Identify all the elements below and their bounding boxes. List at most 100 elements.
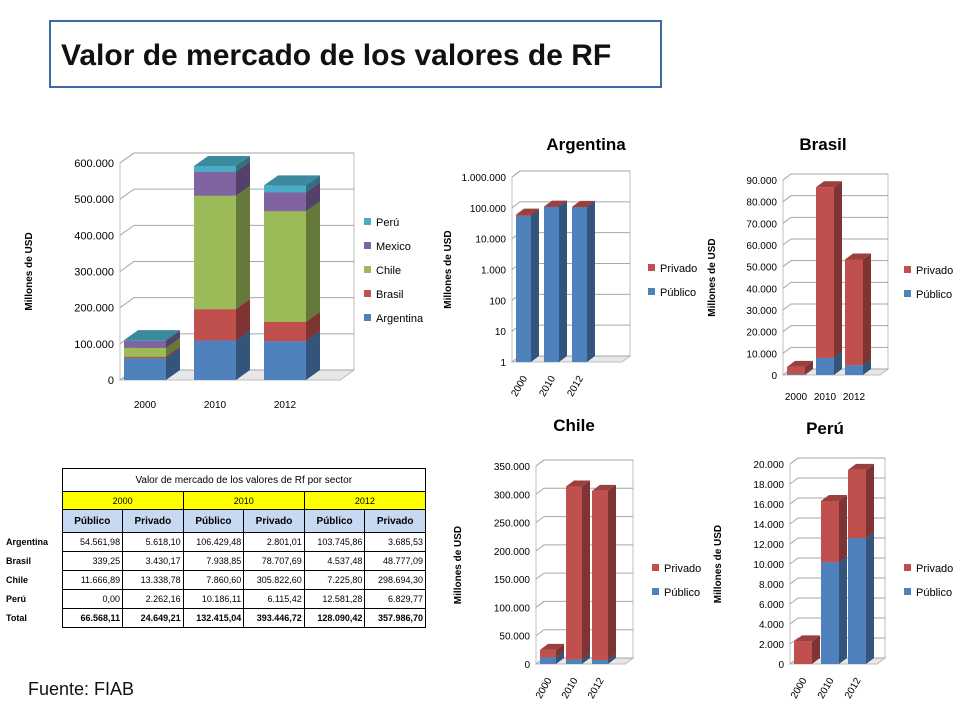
bar-top [540, 643, 564, 650]
table-subheader: Público [61, 509, 124, 533]
y-axis-label: Millones de USD [443, 230, 454, 308]
bar-side [556, 651, 564, 664]
legend-swatch [904, 588, 911, 595]
table-cell: 103.745,86 [303, 532, 366, 552]
table-subheader: Privado [243, 509, 305, 533]
bar-side [166, 346, 180, 359]
legend-swatch [648, 288, 655, 295]
legend-label: Privado [660, 263, 697, 275]
legend-label: Privado [664, 563, 701, 575]
bar-side [863, 359, 871, 375]
legend-swatch [364, 266, 371, 273]
gridline [511, 170, 630, 178]
table-cell: 10.186,11 [182, 589, 245, 609]
bar-side [866, 463, 874, 539]
legend-label: Público [660, 287, 696, 299]
table-subheader: Privado [364, 509, 426, 533]
y-tick-label: 30.000 [746, 306, 777, 317]
bar-side [166, 330, 180, 348]
table-row-total: Total 66.568,11 24.649,21 132.415,04 393… [4, 608, 426, 628]
y-tick-label: 70.000 [746, 219, 777, 230]
x-tick-label: 2010 [814, 392, 837, 403]
y-tick-label: 200.000 [74, 303, 114, 315]
bar-segment [540, 657, 556, 664]
table-cell: 5.618,10 [122, 532, 184, 552]
y-tick-label: 100.000 [470, 204, 507, 215]
y-tick-label: 50.000 [499, 632, 530, 643]
table-caption: Valor de mercado de los valores de Rf po… [61, 468, 426, 492]
bar-side [236, 299, 250, 341]
y-tick-label: 2.000 [759, 640, 784, 651]
bar-side [166, 330, 180, 341]
bar-segment [124, 340, 166, 341]
x-tick-label: 2012 [586, 676, 607, 701]
bar-side [236, 155, 250, 172]
table-cell: 106.429,48 [182, 532, 245, 552]
bar-segment [194, 171, 236, 196]
bar-side [805, 360, 813, 375]
bar-side [582, 653, 590, 664]
y-tick-label: 1 [500, 358, 506, 369]
bar-segment [845, 365, 863, 375]
table-year-header: 2010 [182, 491, 305, 510]
bar-side [306, 331, 320, 380]
bar-top [194, 155, 250, 166]
table-cell: 54.561,98 [61, 532, 124, 552]
legend-swatch [904, 290, 911, 297]
bar-segment [848, 538, 866, 664]
x-tick-label: 2000 [534, 676, 555, 701]
chart-title: Chile [553, 416, 595, 435]
y-tick-label: 150.000 [494, 575, 531, 586]
legend-label: Privado [916, 563, 953, 575]
bar-side [839, 556, 847, 664]
table-subheader: Público [182, 509, 245, 533]
chart-title: Brasil [799, 135, 846, 154]
x-tick-label: 2010 [560, 676, 581, 701]
slide-title-box: Valor de mercado de los valores de RF [49, 20, 662, 88]
bar-side [559, 200, 567, 362]
table-cell: 78.707,69 [243, 551, 305, 571]
bar-side [559, 200, 567, 207]
table-cell: 339,25 [61, 551, 124, 571]
bar-top [821, 494, 847, 501]
bar-top [124, 330, 180, 341]
y-tick-label: 10 [495, 327, 507, 338]
table-cell: 298.694,30 [364, 570, 426, 590]
bar-top [794, 635, 820, 642]
table-cell: 4.537,48 [303, 551, 366, 571]
bar-segment [821, 562, 839, 664]
table-cell: 3.430,17 [122, 551, 184, 571]
x-tick-label: 2000 [785, 392, 808, 403]
bar-segment [264, 341, 306, 380]
table-cell: 7.225,80 [303, 570, 366, 590]
bar-top [572, 200, 595, 207]
bar-side [582, 480, 590, 660]
x-tick-label: 2012 [843, 676, 864, 701]
bar-segment [194, 309, 236, 341]
bar-segment [566, 659, 582, 664]
legend-label: Brasil [376, 289, 404, 301]
y-tick-label: 60.000 [746, 241, 777, 252]
bar-segment [816, 187, 834, 358]
x-tick-label: 2010 [816, 676, 837, 701]
source-note: Fuente: FIAB [28, 679, 135, 699]
x-tick-label: 2000 [134, 400, 157, 411]
table-cell: 24.649,21 [122, 608, 184, 628]
y-tick-label: 1.000.000 [462, 173, 507, 184]
table-row: Perú 0,00 2.262,16 10.186,11 6.115,42 12… [4, 589, 426, 609]
table-cell: 13.338,78 [122, 570, 184, 590]
table-year-header: 2012 [303, 491, 427, 510]
legend-swatch [364, 290, 371, 297]
table-cell: 305.822,60 [243, 570, 305, 590]
bar-top [566, 480, 590, 487]
bar-top [592, 484, 616, 491]
table-cell: 48.777,09 [364, 551, 426, 571]
bar-segment [816, 357, 834, 375]
y-tick-label: 10.000 [746, 349, 777, 360]
x-tick-label: 2000 [789, 676, 810, 701]
bar-side [531, 209, 539, 362]
bar-segment [124, 347, 166, 357]
legend-label: Argentina [376, 313, 424, 325]
y-tick-label: 16.000 [753, 500, 784, 511]
gridline [782, 195, 888, 203]
